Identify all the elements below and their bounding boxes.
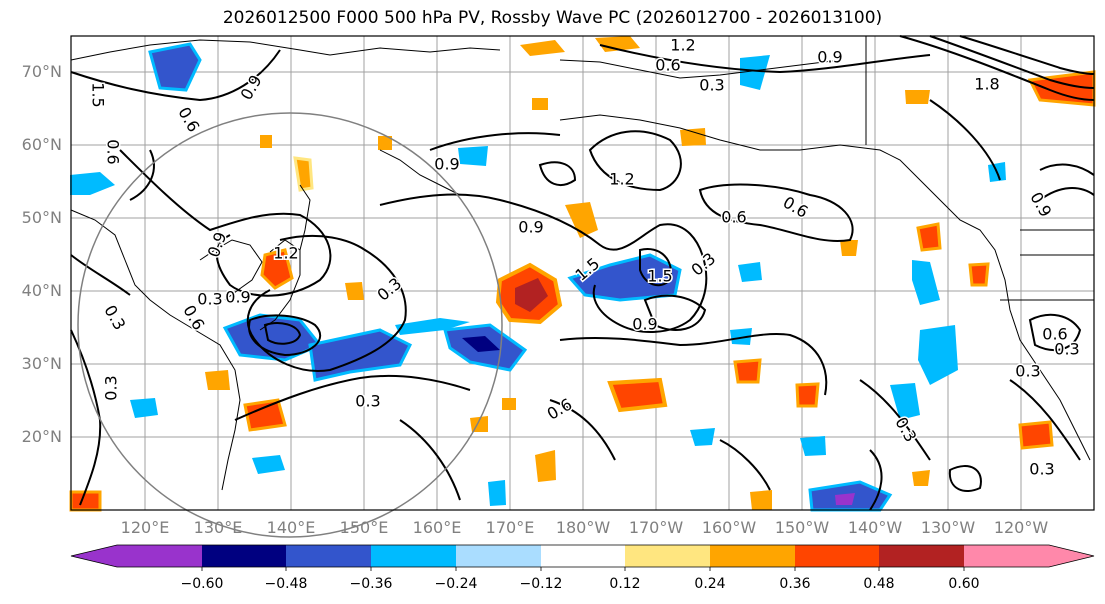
contour-label: 0.6 (1042, 325, 1067, 344)
colorbar-tick: −0.24 (434, 576, 478, 592)
colorbar-extend-right (1049, 545, 1094, 567)
contour-label: 0.3 (699, 76, 724, 95)
contour-label: 0.3 (1015, 362, 1040, 381)
lat-label-50n: 50°N (21, 208, 62, 227)
contour-label: 1.5 (647, 267, 672, 286)
colorbar-tick: −0.48 (264, 576, 308, 592)
colorbar-tick: −0.36 (349, 576, 393, 592)
lat-label-30n: 30°N (21, 354, 62, 373)
lon-label-170w: 170°W (628, 518, 684, 537)
contour-label: 0.3 (1029, 460, 1054, 479)
map-frame (70, 35, 1095, 511)
contour-label: 1.2 (609, 170, 634, 189)
anomaly-shading (69, 36, 1096, 512)
lon-label-140e: 140°E (266, 518, 316, 537)
colorbar-tick: 0.12 (609, 576, 641, 592)
colorbar-tick: 0.48 (863, 576, 895, 592)
lon-label-150w: 150°W (774, 518, 830, 537)
lat-label-60n: 60°N (21, 135, 62, 154)
coastlines (70, 36, 1094, 491)
lon-label-150e: 150°E (339, 518, 389, 537)
colorbar-extend-left (71, 545, 117, 567)
contour-label: 1.2 (670, 36, 695, 55)
colorbar-tick: −0.12 (519, 576, 563, 592)
contour-label: 0.9 (225, 288, 250, 307)
gridlines (71, 36, 1094, 510)
lon-label-170e: 170°E (485, 518, 535, 537)
lon-label-140w: 140°W (847, 518, 903, 537)
contour-label: 0.3 (355, 392, 380, 411)
contour-label: 0.3 (1054, 340, 1079, 359)
contour-label: 0.9 (632, 315, 657, 334)
contour-label: 0.9 (518, 218, 543, 237)
lat-label-40n: 40°N (21, 281, 62, 300)
lon-label-160e: 160°E (412, 518, 462, 537)
lon-label-120e: 120°E (120, 518, 170, 537)
colorbar (70, 544, 1095, 571)
contour-label: 0.9 (434, 155, 459, 174)
colorbar-tick: 0.24 (694, 576, 726, 592)
contour-label: 0.9 (817, 48, 842, 67)
contour-label: 1.5 (89, 82, 108, 107)
contour-label: 1.8 (974, 75, 999, 94)
region-circle (77, 112, 503, 538)
lon-label-180w: 180°W (555, 518, 611, 537)
lon-label-160w: 160°W (701, 518, 757, 537)
contour-label: 0.6 (104, 139, 123, 164)
map-title: 2026012500 F000 500 hPa PV, Rossby Wave … (222, 8, 883, 28)
colorbar-tick: 0.60 (948, 576, 980, 592)
lon-label-120w: 120°W (993, 518, 1049, 537)
lon-label-130e: 130°E (193, 518, 243, 537)
colorbar-tick: 0.36 (779, 576, 811, 592)
contour-label: 0.6 (655, 56, 680, 75)
lat-label-20n: 20°N (21, 427, 62, 446)
contour-label: 1.2 (273, 244, 298, 263)
contour-label: 0.3 (197, 290, 222, 309)
lat-label-70n: 70°N (21, 62, 62, 81)
colorbar-tick: −0.60 (180, 576, 224, 592)
pv-contours (70, 35, 1095, 511)
contour-label: 0.6 (721, 208, 746, 227)
lon-label-130w: 130°W (920, 518, 976, 537)
contour-label: 0.3 (102, 375, 121, 400)
